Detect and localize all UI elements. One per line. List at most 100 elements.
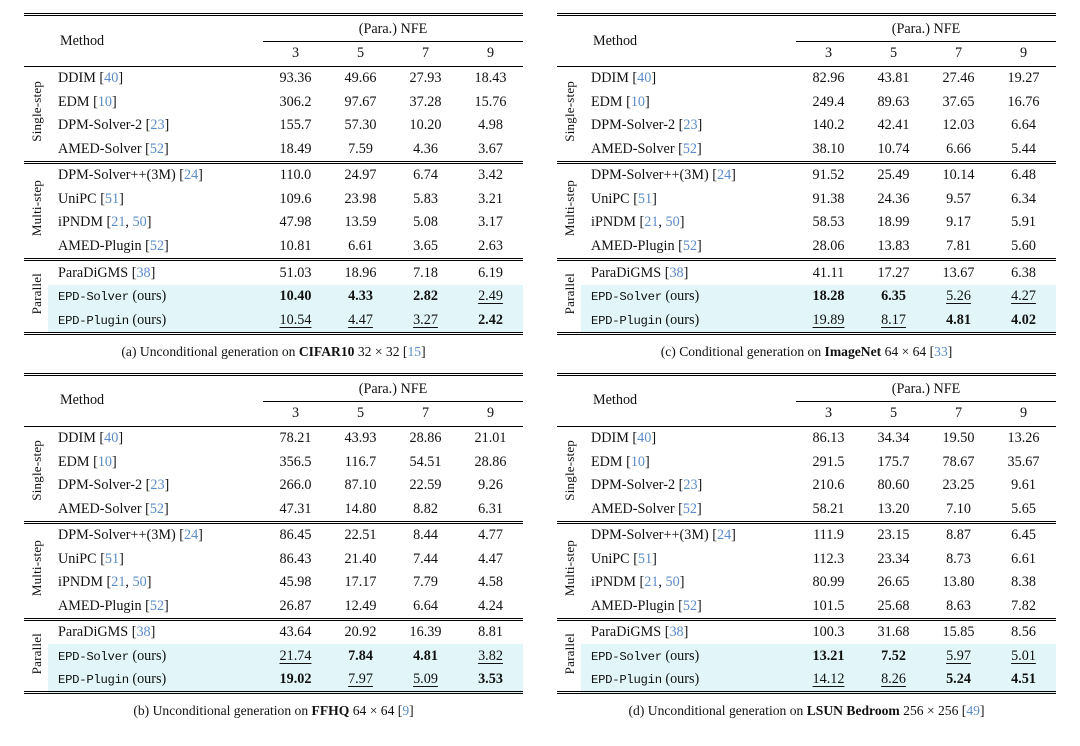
caption-dataset-name: FFHQ <box>311 703 350 719</box>
citation-link[interactable]: 15 <box>407 343 422 359</box>
fid-value-cell: 6.74 <box>413 167 438 184</box>
method-cell: EPD-Solver (ours) <box>581 644 796 668</box>
citation-link[interactable]: 52 <box>682 500 698 517</box>
citation-link[interactable]: 52 <box>682 140 698 157</box>
method-cell: iPNDM [21, 50] <box>591 214 685 231</box>
citation-link[interactable]: 21 <box>111 574 126 591</box>
citation-link[interactable]: 50 <box>665 214 680 231</box>
group-label: Single-step <box>28 80 44 142</box>
citation-link[interactable]: 38 <box>669 264 684 281</box>
citation-link[interactable]: 51 <box>637 190 653 207</box>
citation-link[interactable]: 52 <box>149 238 165 254</box>
citation-link[interactable]: 10 <box>97 93 112 110</box>
method-cell: EDM [10] <box>58 453 117 470</box>
fid-value-cell: 100.3 <box>812 624 845 641</box>
fid-value-cell: 9.26 <box>478 477 503 494</box>
fid-value-cell: 5.09 <box>393 667 458 693</box>
method-name: EDM <box>58 93 90 110</box>
fid-value-cell: 17.27 <box>877 264 910 281</box>
fid-value-cell: 26.87 <box>279 597 312 614</box>
table-row: AMED-Solver [52] 18.49 7.59 4.36 3.67 <box>24 138 523 163</box>
citation-link[interactable]: 23 <box>683 117 698 134</box>
citation-link[interactable]: 52 <box>682 238 698 254</box>
method-name: DPM-Solver-2 <box>58 117 143 134</box>
citation-link[interactable]: 52 <box>149 597 165 614</box>
citation-link[interactable]: 23 <box>683 477 698 494</box>
method-cell: AMED-Solver [52] <box>58 140 169 157</box>
fid-value-cell: 116.7 <box>344 453 377 470</box>
table-row: AMED-Solver [52] 58.21 13.20 7.10 5.65 <box>557 497 1056 522</box>
fid-value-cell: 25.49 <box>877 167 910 184</box>
fid-value-cell: 10.40 <box>263 284 328 309</box>
citation-link[interactable]: 50 <box>132 214 147 231</box>
table-row: AMED-Solver [52] 38.10 10.74 6.66 5.44 <box>557 138 1056 163</box>
citation-link[interactable]: 24 <box>716 167 732 184</box>
citation-link[interactable]: 21 <box>644 574 659 591</box>
group-label: Single-step <box>28 440 44 502</box>
citation-link[interactable]: 10 <box>630 93 645 110</box>
citation-link[interactable]: 50 <box>132 574 147 591</box>
citation-link[interactable]: 40 <box>104 70 119 87</box>
citation-link[interactable]: 21 <box>644 214 659 231</box>
fid-value-cell: 23.98 <box>344 190 377 207</box>
citation-link[interactable]: 40 <box>104 430 119 447</box>
citation-link[interactable]: 24 <box>183 167 199 184</box>
citation-link[interactable]: 38 <box>136 624 151 641</box>
fid-value-cell: 6.61 <box>348 238 373 254</box>
citation-link[interactable]: 52 <box>149 140 165 157</box>
fid-value-cell: 5.91 <box>1011 214 1036 231</box>
citation-link[interactable]: 33 <box>934 343 948 359</box>
citation-link[interactable]: 23 <box>150 477 165 494</box>
citation-link[interactable]: 52 <box>682 597 698 614</box>
fid-value-cell: 18.28 <box>796 284 861 309</box>
method-name: EPD-Solver <box>591 290 662 305</box>
fid-value-cell: 57.30 <box>344 117 377 134</box>
fid-value-cell: 54.51 <box>409 453 442 470</box>
method-cell: EDM [10] <box>591 93 650 110</box>
fid-value-cell: 3.21 <box>478 190 503 207</box>
fid-value-cell: 43.64 <box>279 624 312 641</box>
citation-link[interactable]: 21 <box>111 214 126 231</box>
method-cell: UniPC [51] <box>58 550 124 567</box>
method-name: DPM-Solver++(3M) <box>58 527 176 544</box>
table-row: EPD-Plugin (ours) 10.54 4.47 3.27 2.42 <box>24 308 523 334</box>
group-label: Multi-step <box>28 539 44 596</box>
citation-link[interactable]: 38 <box>669 624 684 641</box>
citation-link[interactable]: 49 <box>966 703 980 719</box>
fid-value-cell: 8.56 <box>1011 624 1036 641</box>
fid-value-cell: 91.52 <box>812 167 845 184</box>
citation-link[interactable]: 40 <box>637 70 652 87</box>
citation-link[interactable]: 38 <box>136 264 151 281</box>
table-caption-a: (a) Unconditional generation on CIFAR10 … <box>121 343 426 359</box>
method-name: AMED-Solver <box>58 140 142 157</box>
citation-link[interactable]: 10 <box>97 453 112 470</box>
method-name: EDM <box>591 93 623 110</box>
fid-value-cell: 8.81 <box>478 624 503 641</box>
header-row: 3 5 7 9 <box>557 42 1056 67</box>
group-label: Multi-step <box>561 180 577 237</box>
fid-value-cell: 356.5 <box>279 453 312 470</box>
method-name: DPM-Solver++(3M) <box>58 167 176 184</box>
citation-link[interactable]: 40 <box>637 430 652 447</box>
citation-link[interactable]: 50 <box>665 574 680 591</box>
table-row: Multi-step DPM-Solver++(3M) [24] 86.45 22.5… <box>24 522 523 596</box>
citation-link[interactable]: 24 <box>716 527 732 544</box>
citation-link[interactable]: 51 <box>637 550 653 567</box>
citation-link[interactable]: 24 <box>183 527 199 544</box>
citation-link[interactable]: 23 <box>150 117 165 134</box>
method-cell: EPD-Plugin (ours) <box>48 308 263 334</box>
citation-link[interactable]: 9 <box>402 703 410 719</box>
citation-link[interactable]: 10 <box>630 453 645 470</box>
citation-link[interactable]: 52 <box>149 500 165 517</box>
table-row: EDM [10] 249.4 89.63 37.65 16.76 <box>557 91 1056 115</box>
citation-link[interactable]: 51 <box>104 550 120 567</box>
fid-value-cell: 7.79 <box>413 574 438 591</box>
table-row: iPNDM [21, 50] 58.53 18.99 9.17 5.91 <box>557 211 1056 235</box>
citation-link[interactable]: 51 <box>104 190 120 207</box>
table-row: DPM-Solver-2 [23] 266.0 87.10 22.59 9.26 <box>24 474 523 498</box>
fid-value-cell: 7.18 <box>413 264 438 281</box>
table-row: DPM-Solver-2 [23] 155.7 57.30 10.20 4.98 <box>24 114 523 138</box>
header-row: Method (Para.) NFE <box>557 14 1056 49</box>
fid-value-cell: 28.86 <box>474 453 507 470</box>
method-cell: AMED-Solver [52] <box>591 140 702 157</box>
